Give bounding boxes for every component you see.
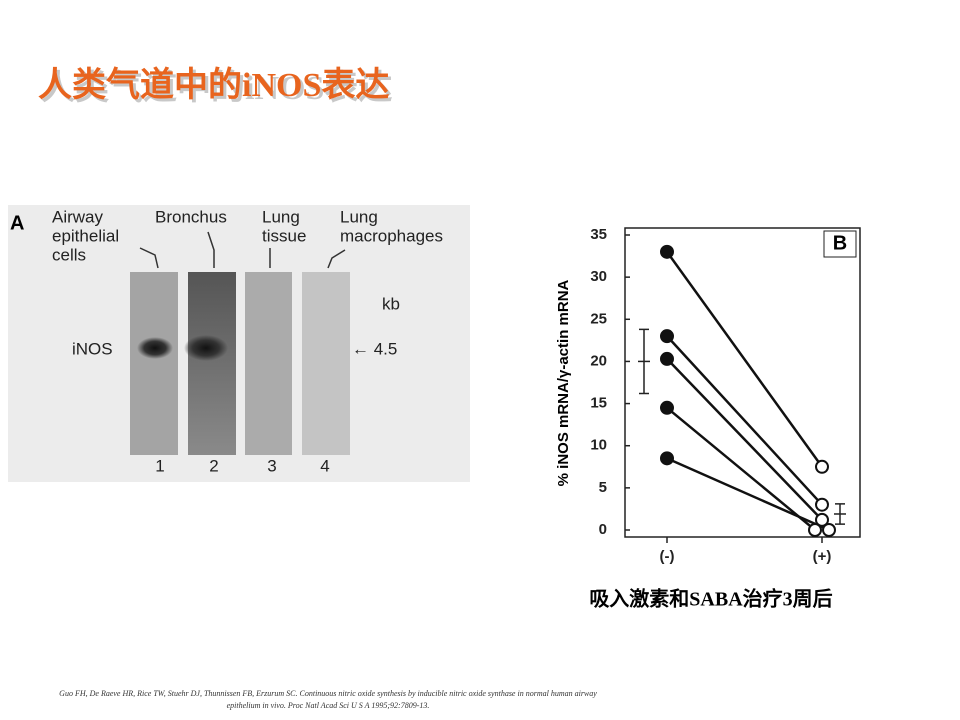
blot-band <box>137 337 173 359</box>
title-shadow: 人类气道中的iNOS表达 <box>41 69 392 107</box>
lane-number: 3 <box>267 456 276 475</box>
y-tick-label: 25 <box>590 310 607 327</box>
lane-label: cells <box>52 245 86 264</box>
y-tick-label: 30 <box>590 268 607 285</box>
panel-letter: B <box>833 232 847 254</box>
lane <box>245 272 292 455</box>
y-tick-label: 20 <box>590 352 607 369</box>
lane-number: 4 <box>320 456 329 475</box>
lane-label: epithelial <box>52 226 119 245</box>
lane-label: Bronchus <box>155 207 227 226</box>
lane-number: 1 <box>155 456 164 475</box>
data-point <box>660 400 674 415</box>
data-point <box>822 523 836 537</box>
plot-frame <box>624 227 861 538</box>
x-tick-label: (+) <box>813 548 832 565</box>
lane <box>302 272 350 455</box>
series-line <box>666 358 823 521</box>
lane-label: Airway <box>52 207 104 226</box>
data-point <box>815 459 829 474</box>
y-tick-label: 15 <box>590 395 607 412</box>
lane-pointer <box>139 231 346 269</box>
lane-label: Lung <box>340 207 378 226</box>
panel-letter-box <box>823 230 857 258</box>
blot-band <box>184 335 228 361</box>
series-line <box>665 251 824 468</box>
lane-label: Lung <box>262 207 300 226</box>
y-axis-label: % iNOS mRNA/γ-actin mRNA <box>555 279 572 486</box>
blot-background <box>8 205 470 482</box>
y-tick-label: 35 <box>590 226 607 243</box>
band-label: iNOS <box>72 339 113 358</box>
citation-line: Guo FH, De Raeve HR, Rice TW, Stuehr DJ,… <box>59 689 597 698</box>
lane <box>130 272 178 455</box>
series-line <box>666 335 823 506</box>
data-point <box>660 329 674 344</box>
data-point <box>815 512 829 527</box>
caption: 吸入激素和SABA治疗3周后 <box>589 587 832 611</box>
lane-label: macrophages <box>340 226 443 245</box>
y-tick-label: 0 <box>599 521 607 538</box>
size-unit: kb <box>382 294 400 313</box>
data-point <box>660 244 674 259</box>
data-point <box>660 451 674 466</box>
chart: B % iNOS mRNA/γ-actin mRNA 0 5 10 15 20 25 30 3… <box>555 226 861 565</box>
data-point <box>815 497 829 512</box>
lane-label: tissue <box>262 226 306 245</box>
y-tick-label: 5 <box>599 479 607 496</box>
lane <box>188 272 236 455</box>
panel-letter: A <box>10 212 24 234</box>
blot-panel: A <box>8 205 470 482</box>
data-point <box>808 523 822 537</box>
lane-number: 2 <box>209 456 218 475</box>
y-tick-label: 10 <box>590 437 607 454</box>
citation-line: epithelium in vivo. Proc Natl Acad Sci U… <box>227 701 430 710</box>
data-point <box>660 351 674 366</box>
slide-title: 人类气道中的iNOS表达 <box>38 66 389 104</box>
band-size: ← 4.5 <box>352 339 397 358</box>
series-line <box>666 457 830 532</box>
series-line <box>666 406 816 531</box>
x-tick-label: (-) <box>660 548 675 565</box>
